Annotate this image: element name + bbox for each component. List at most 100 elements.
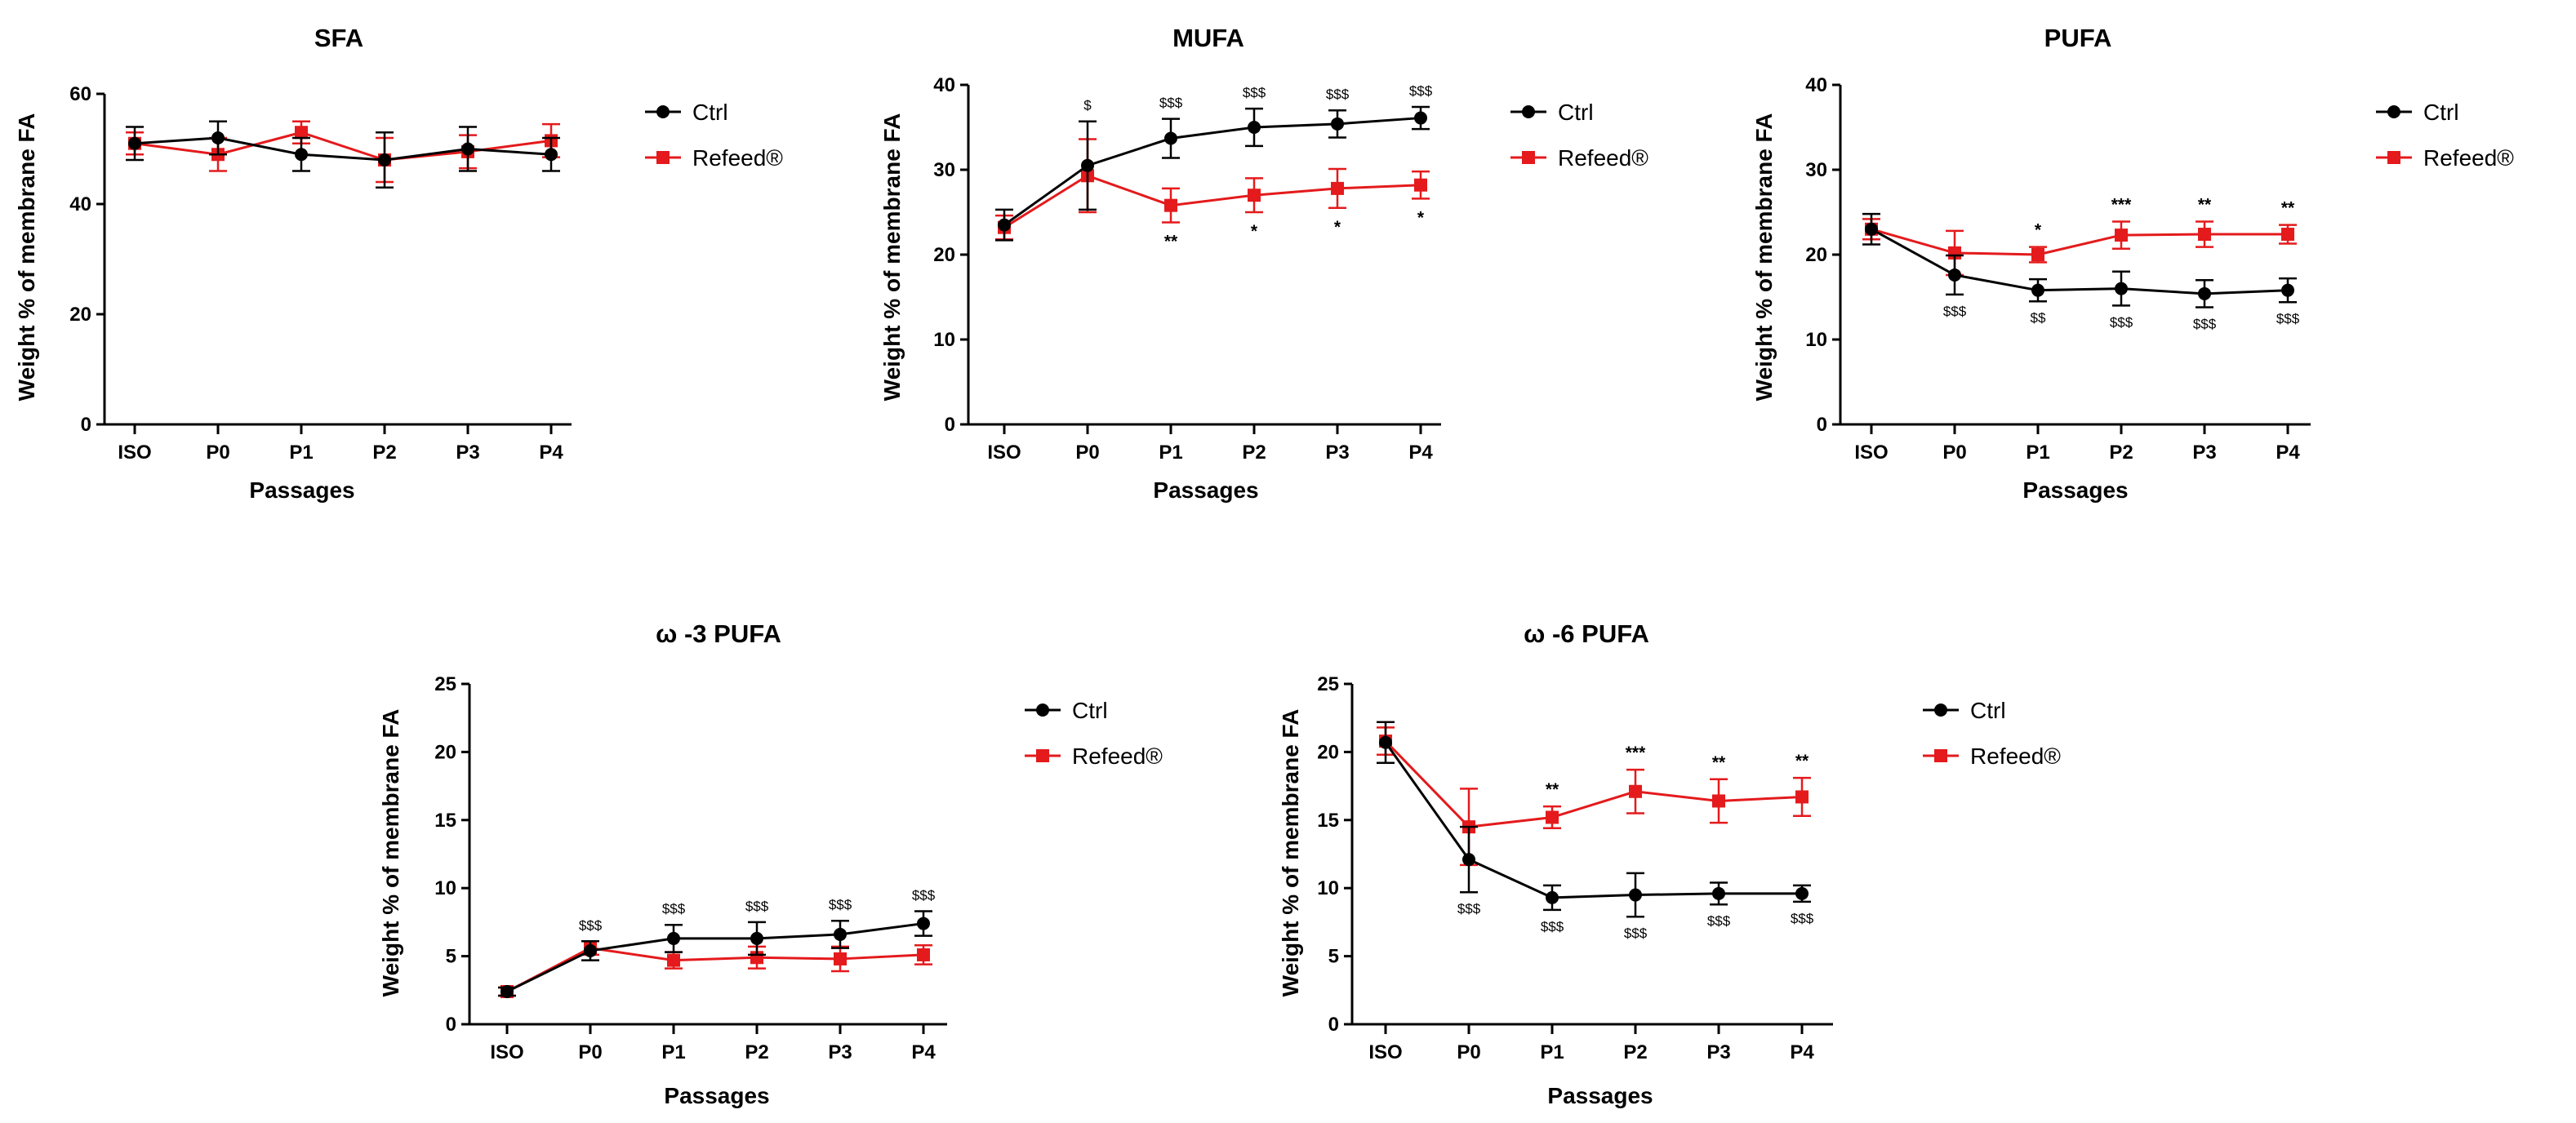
legend-label: Refeed® bbox=[2423, 145, 2514, 171]
series-line-refeed bbox=[1384, 740, 1803, 828]
series-line-ctrl bbox=[1384, 741, 1802, 899]
significance-label: *** bbox=[1626, 743, 1646, 762]
data-point-ctrl bbox=[2115, 282, 2128, 295]
x-tick-label: P0 bbox=[578, 1041, 602, 1063]
data-point-ctrl bbox=[2281, 283, 2294, 297]
data-point-ctrl bbox=[545, 148, 558, 162]
series-ctrl bbox=[498, 910, 932, 998]
data-point-ctrl bbox=[128, 136, 141, 150]
x-tick-label: P3 bbox=[2192, 442, 2216, 464]
x-tick-label: P0 bbox=[1075, 442, 1099, 464]
x-tick-label: P2 bbox=[372, 442, 396, 464]
data-point-refeed bbox=[917, 948, 930, 961]
significance-label: $$$ bbox=[2110, 314, 2133, 330]
y-tick-label: 60 bbox=[69, 83, 91, 105]
x-tick-label: P3 bbox=[1325, 442, 1349, 464]
x-tick-label: P4 bbox=[911, 1041, 936, 1063]
x-axis-label: Passages bbox=[1547, 1083, 1653, 1108]
y-tick-label: 5 bbox=[446, 946, 456, 968]
significance-label: $$$ bbox=[1159, 95, 1183, 111]
legend-marker bbox=[2387, 105, 2400, 118]
legend-label: Ctrl bbox=[1970, 698, 2006, 723]
data-point-ctrl bbox=[2031, 283, 2044, 297]
legend-marker bbox=[656, 151, 670, 164]
data-point-ctrl bbox=[501, 984, 514, 998]
plot-area: $ $$$$$$ $$$ $$$*** * * bbox=[995, 83, 1433, 251]
y-tick-label: 0 bbox=[1817, 414, 1827, 436]
y-tick-label: 20 bbox=[434, 741, 456, 763]
significance-label: $$$ bbox=[2193, 316, 2217, 331]
chart-title: SFA bbox=[314, 24, 363, 52]
x-axis-label: Passages bbox=[664, 1083, 769, 1108]
significance-label: $$$ bbox=[1326, 87, 1350, 102]
x-tick-label: P3 bbox=[456, 442, 479, 464]
significance-label: $$$ bbox=[1243, 85, 1266, 100]
data-point-ctrl bbox=[1948, 268, 1961, 282]
data-point-ctrl bbox=[1331, 117, 1344, 131]
data-point-refeed bbox=[2198, 228, 2211, 242]
x-tick-label: P2 bbox=[745, 1041, 768, 1063]
y-axis-label: Weight % of membrane FA bbox=[14, 113, 39, 402]
significance-label: $$$ bbox=[662, 901, 686, 917]
data-point-refeed bbox=[2031, 248, 2044, 261]
x-tick-label: P1 bbox=[2026, 442, 2049, 464]
series-refeed bbox=[1377, 726, 1811, 867]
y-tick-label: 40 bbox=[933, 74, 955, 96]
x-tick-label: P2 bbox=[1623, 1041, 1647, 1063]
y-tick-label: 5 bbox=[1328, 946, 1339, 968]
data-point-ctrl bbox=[1462, 853, 1475, 867]
x-tick-label: P1 bbox=[661, 1041, 685, 1063]
legend: Ctrl Refeed® bbox=[1025, 698, 1163, 769]
y-tick-label: 15 bbox=[1317, 810, 1339, 832]
x-tick-label: P2 bbox=[2109, 442, 2133, 464]
x-tick-label: P1 bbox=[289, 442, 313, 464]
axes: 0 20 40 60 ISO P0 P1 P2 P3 P4 bbox=[69, 83, 572, 464]
data-point-ctrl bbox=[1164, 131, 1177, 145]
significance-label: ** bbox=[1164, 232, 1178, 251]
significance-label: *** bbox=[2111, 195, 2132, 214]
significance-label: $$$ bbox=[1791, 911, 1814, 926]
x-tick-label: P4 bbox=[1408, 442, 1433, 464]
y-tick-label: 30 bbox=[933, 159, 955, 181]
y-tick-label: 25 bbox=[434, 673, 456, 695]
legend: Ctrl Refeed® bbox=[1923, 698, 2061, 769]
series-line-refeed bbox=[1003, 174, 1421, 229]
legend-item-ctrl: Ctrl bbox=[2376, 100, 2459, 125]
significance-label: $$$ bbox=[1624, 925, 1648, 941]
data-point-ctrl bbox=[667, 931, 680, 945]
x-tick-label: P3 bbox=[1706, 1041, 1730, 1063]
y-tick-label: 10 bbox=[933, 329, 955, 351]
y-tick-label: 0 bbox=[945, 414, 955, 436]
data-point-ctrl bbox=[1865, 222, 1878, 236]
data-point-ctrl bbox=[378, 153, 391, 166]
data-point-refeed bbox=[1248, 189, 1261, 202]
x-tick-label: P3 bbox=[828, 1041, 852, 1063]
axes: 0 5 10 15 20 25 ISO P0 P1 P2 P3 P4 bbox=[434, 673, 947, 1063]
legend: Ctrl Refeed® bbox=[1510, 100, 1648, 171]
x-tick-label: P1 bbox=[1540, 1041, 1564, 1063]
data-point-refeed bbox=[1331, 181, 1344, 195]
x-tick-label: P2 bbox=[1242, 442, 1266, 464]
data-point-refeed bbox=[1795, 790, 1809, 804]
x-tick-label: P4 bbox=[539, 442, 563, 464]
y-tick-label: 10 bbox=[1317, 877, 1339, 899]
legend-item-ctrl: Ctrl bbox=[1923, 698, 2006, 723]
legend-item-refeed: Refeed® bbox=[1510, 145, 1648, 171]
chart-title: ω -6 PUFA bbox=[1524, 619, 1649, 648]
y-axis-label: Weight % of membrane FA bbox=[879, 113, 905, 402]
x-tick-label: P4 bbox=[1790, 1041, 1814, 1063]
plot-area: ******* **$$$$$$ $$$$$$ $$$ bbox=[1377, 721, 1814, 941]
legend-marker bbox=[1522, 105, 1535, 118]
x-tick-label: P0 bbox=[1457, 1041, 1480, 1063]
data-point-ctrl bbox=[1081, 158, 1094, 172]
legend-item-ctrl: Ctrl bbox=[645, 100, 728, 125]
data-point-refeed bbox=[295, 126, 308, 140]
significance-label: $$$ bbox=[1707, 913, 1731, 929]
series-ctrl bbox=[126, 120, 560, 189]
significance-label: $$$ bbox=[1943, 304, 1967, 319]
series-line-ctrl bbox=[1003, 117, 1421, 226]
data-point-ctrl bbox=[1712, 886, 1725, 900]
legend-item-refeed: Refeed® bbox=[1025, 743, 1163, 769]
y-axis-label: Weight % of membrane FA bbox=[1278, 709, 1303, 997]
